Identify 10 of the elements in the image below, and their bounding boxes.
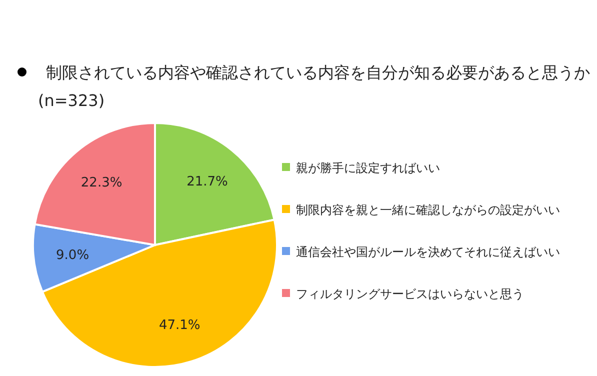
data-label: 9.0% xyxy=(56,248,90,264)
chart-title: 制限されている内容や確認されている内容を自分が知る必要があると思うか xyxy=(46,63,590,82)
data-label: 22.3% xyxy=(80,176,122,191)
data-label: 21.7% xyxy=(186,174,228,190)
legend-label: フィルタリングサービスはいらないと思う xyxy=(296,287,524,301)
chart-subtitle: (n=323) xyxy=(38,91,105,110)
legend-label: 親が勝手に設定すればいい xyxy=(296,161,440,175)
legend-label: 制限内容を親と一緒に確認しながらの設定がいい xyxy=(296,203,560,217)
legend-label: 通信会社や国がルールを決めてそれに従えばいい xyxy=(296,245,560,259)
data-label: 47.1% xyxy=(158,318,200,334)
